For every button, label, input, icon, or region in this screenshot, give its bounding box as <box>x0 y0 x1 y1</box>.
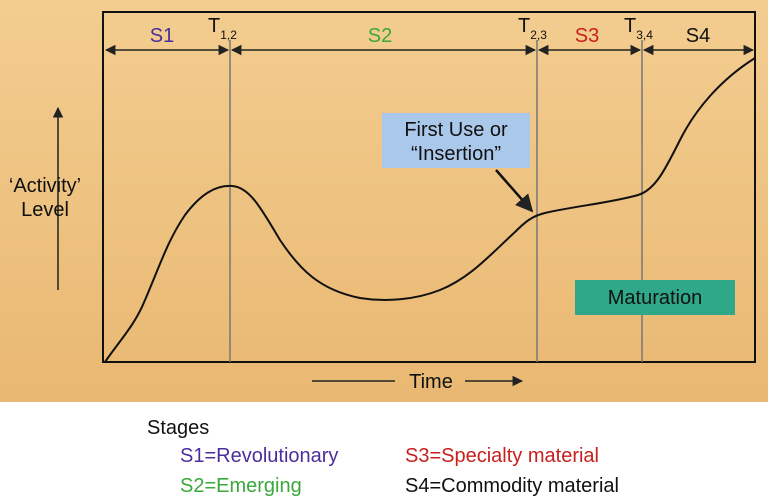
x-label: Time <box>409 371 453 393</box>
callout-arrow <box>495 169 534 213</box>
plot-frame <box>102 11 756 363</box>
legend-item: S1=Revolutionary <box>180 445 338 467</box>
callout-box <box>382 113 530 168</box>
legend-title: Stages <box>147 417 209 439</box>
y-label: ‘Activity’ <box>9 175 81 197</box>
stage-label: S2 <box>368 25 392 47</box>
background <box>0 0 768 402</box>
callout-text: First Use or <box>404 119 508 141</box>
legend-item: S3=Specialty material <box>405 445 599 467</box>
stage-label: S1 <box>150 25 174 47</box>
callout-text: “Insertion” <box>411 143 501 165</box>
phase-text: Maturation <box>608 287 703 309</box>
legend-item: S2=Emerging <box>180 475 302 497</box>
stage-label: S3 <box>575 25 599 47</box>
transition-letter: T <box>208 15 220 37</box>
transition-sub: 2,3 <box>530 28 547 42</box>
transition-sub: 1,2 <box>220 28 237 42</box>
transition-label: T3,4 <box>624 15 653 42</box>
transition-sub: 3,4 <box>636 28 653 42</box>
stage-label: S4 <box>686 25 710 47</box>
legend-item: S4=Commodity material <box>405 475 619 497</box>
phase-box <box>575 280 735 315</box>
y-label: Level <box>21 199 69 221</box>
activity-curve <box>104 57 756 363</box>
transition-letter: T <box>624 15 636 37</box>
transition-label: T1,2 <box>208 15 237 42</box>
transition-label: T2,3 <box>518 15 547 42</box>
transition-letter: T <box>518 15 530 37</box>
